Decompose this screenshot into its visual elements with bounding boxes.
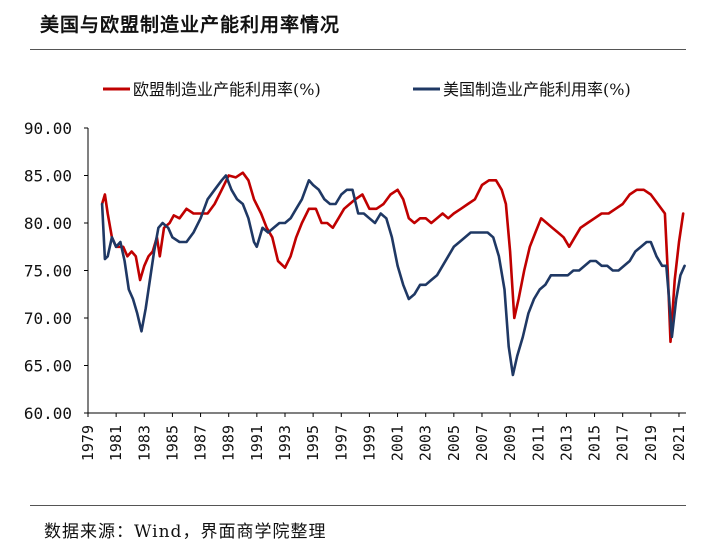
series-layer [100,171,686,377]
y-tick-label: 90.00 [24,119,72,138]
x-tick-label: 1981 [107,425,125,461]
x-tick-label: 2019 [642,425,660,461]
x-tick-label: 1985 [163,425,181,461]
x-tick-label: 2021 [670,425,688,461]
chart-axes: 60.00 65.00 70.00 75.00 80.00 85.00 90.00 1979 1… [24,119,688,461]
x-tick-label: 1987 [192,425,210,461]
x-tick-label: 2013 [557,425,575,461]
x-tick-label: 2005 [445,425,463,461]
x-tick-label: 2007 [473,425,491,461]
y-tick-label: 70.00 [24,309,72,328]
us-series-line [100,174,686,377]
x-tick-label: 1995 [304,425,322,461]
x-tick-label: 2003 [417,425,435,461]
legend-label-eu: 欧盟制造业产能利用率(%) [133,80,321,99]
y-tick-label: 75.00 [24,262,72,281]
y-tick-label: 65.00 [24,357,72,376]
top-divider [30,49,686,50]
x-tick-label: 1983 [135,425,153,461]
legend: 欧盟制造业产能利用率(%) 美国制造业产能利用率(%) [103,80,631,99]
x-tick-label: 2011 [529,425,547,461]
x-tick-label: 2001 [389,425,407,461]
x-tick-label: 1993 [276,425,294,461]
y-tick-label: 60.00 [24,404,72,423]
y-tick-label: 80.00 [24,214,72,233]
x-tick-label: 1991 [248,425,266,461]
chart-title: 美国与欧盟制造业产能利用率情况 [40,14,341,36]
x-tick-label: 2017 [614,425,632,461]
source-note: 数据来源：Wind，界面商学院整理 [44,522,327,542]
x-tick-label: 2009 [501,425,519,461]
x-tick-label: 1997 [332,425,350,461]
bottom-divider [30,505,686,506]
eu-series-line [100,171,685,344]
x-tick-label: 1989 [220,425,238,461]
line-chart: 欧盟制造业产能利用率(%) 美国制造业产能利用率(%) 60.00 65.00 70.… [24,80,688,461]
legend-label-us: 美国制造业产能利用率(%) [443,80,631,99]
x-tick-label: 1979 [79,425,97,461]
x-tick-label: 2015 [586,425,604,461]
x-tick-label: 1999 [360,425,378,461]
y-tick-label: 85.00 [24,167,72,186]
